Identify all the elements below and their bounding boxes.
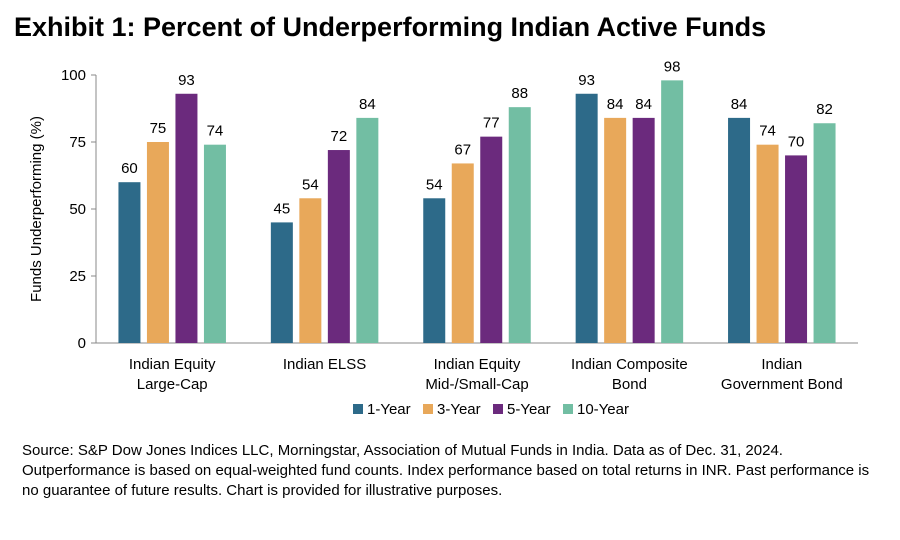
y-tick-label: 50 <box>69 201 86 218</box>
legend-swatch <box>353 404 363 414</box>
data-label: 84 <box>635 96 652 113</box>
bar <box>299 198 322 343</box>
data-label: 84 <box>359 96 376 113</box>
data-label: 98 <box>664 58 681 75</box>
legend-item: 1-Year <box>353 401 411 418</box>
legend-label: 1-Year <box>367 401 411 418</box>
data-label: 93 <box>578 72 595 89</box>
y-tick-label: 75 <box>69 134 86 151</box>
data-labels: 60 75 93 74 45 54 72 84 54 67 77 88 93 84 84 98 84 74 70 82 <box>121 58 833 217</box>
category-label: Indian ELSS <box>283 356 366 373</box>
bar <box>451 163 474 343</box>
legend-item: 5-Year <box>493 401 551 418</box>
bar <box>146 142 169 343</box>
category-label: Indian Government Bond <box>721 356 843 393</box>
y-tick-label: 100 <box>61 67 86 84</box>
bar <box>118 182 141 343</box>
data-label: 74 <box>207 123 224 140</box>
bar <box>423 198 446 343</box>
y-tick-label: 0 <box>78 335 86 352</box>
legend-item: 10-Year <box>563 401 629 418</box>
data-label: 88 <box>511 85 528 102</box>
data-label: 84 <box>607 96 624 113</box>
footnote: Source: S&P Dow Jones Indices LLC, Morni… <box>22 442 870 499</box>
bar <box>632 117 655 343</box>
legend: 1-Year 3-Year 5-Year 10-Year <box>353 401 629 418</box>
legend-label: 10-Year <box>577 401 629 418</box>
data-label: 70 <box>788 133 805 150</box>
bar-chart: 0 25 50 75 100 Funds Underperforming (%) 60 75… <box>28 58 858 418</box>
bar <box>480 136 503 343</box>
data-label: 77 <box>483 115 500 132</box>
legend-swatch <box>563 404 573 414</box>
bar <box>756 144 779 343</box>
bar <box>813 123 836 344</box>
bar <box>661 80 684 344</box>
legend-swatch <box>493 404 503 414</box>
data-label: 82 <box>816 101 833 118</box>
category-labels: Indian Equity Large-Cap Indian ELSS Indian … <box>129 356 843 393</box>
data-label: 84 <box>731 96 748 113</box>
legend-swatch <box>423 404 433 414</box>
bar <box>327 150 350 343</box>
y-tick-label: 25 <box>69 268 86 285</box>
bar <box>604 117 627 343</box>
category-label: Indian Equity Mid-/Small-Cap <box>425 356 528 393</box>
data-label: 74 <box>759 123 776 140</box>
bars <box>118 80 836 344</box>
data-label: 54 <box>302 176 319 193</box>
bar <box>785 155 808 343</box>
bar <box>728 117 751 343</box>
legend-label: 5-Year <box>507 401 551 418</box>
data-label: 45 <box>274 200 291 217</box>
data-label: 72 <box>331 128 348 145</box>
category-label: Indian Composite Bond <box>571 356 688 393</box>
data-label: 67 <box>454 141 471 158</box>
data-label: 54 <box>426 176 443 193</box>
bar <box>356 117 379 343</box>
bar <box>175 93 198 343</box>
data-label: 60 <box>121 160 138 177</box>
chart-title: Exhibit 1: Percent of Underperforming In… <box>14 12 767 42</box>
legend-label: 3-Year <box>437 401 481 418</box>
bar <box>270 222 293 343</box>
legend-item: 3-Year <box>423 401 481 418</box>
bar <box>508 107 531 343</box>
category-label: Indian Equity Large-Cap <box>129 356 216 393</box>
bar <box>203 144 226 343</box>
data-label: 75 <box>150 120 167 137</box>
data-label: 93 <box>178 72 195 89</box>
bar <box>575 93 598 343</box>
y-axis-title: Funds Underperforming (%) <box>28 116 45 302</box>
